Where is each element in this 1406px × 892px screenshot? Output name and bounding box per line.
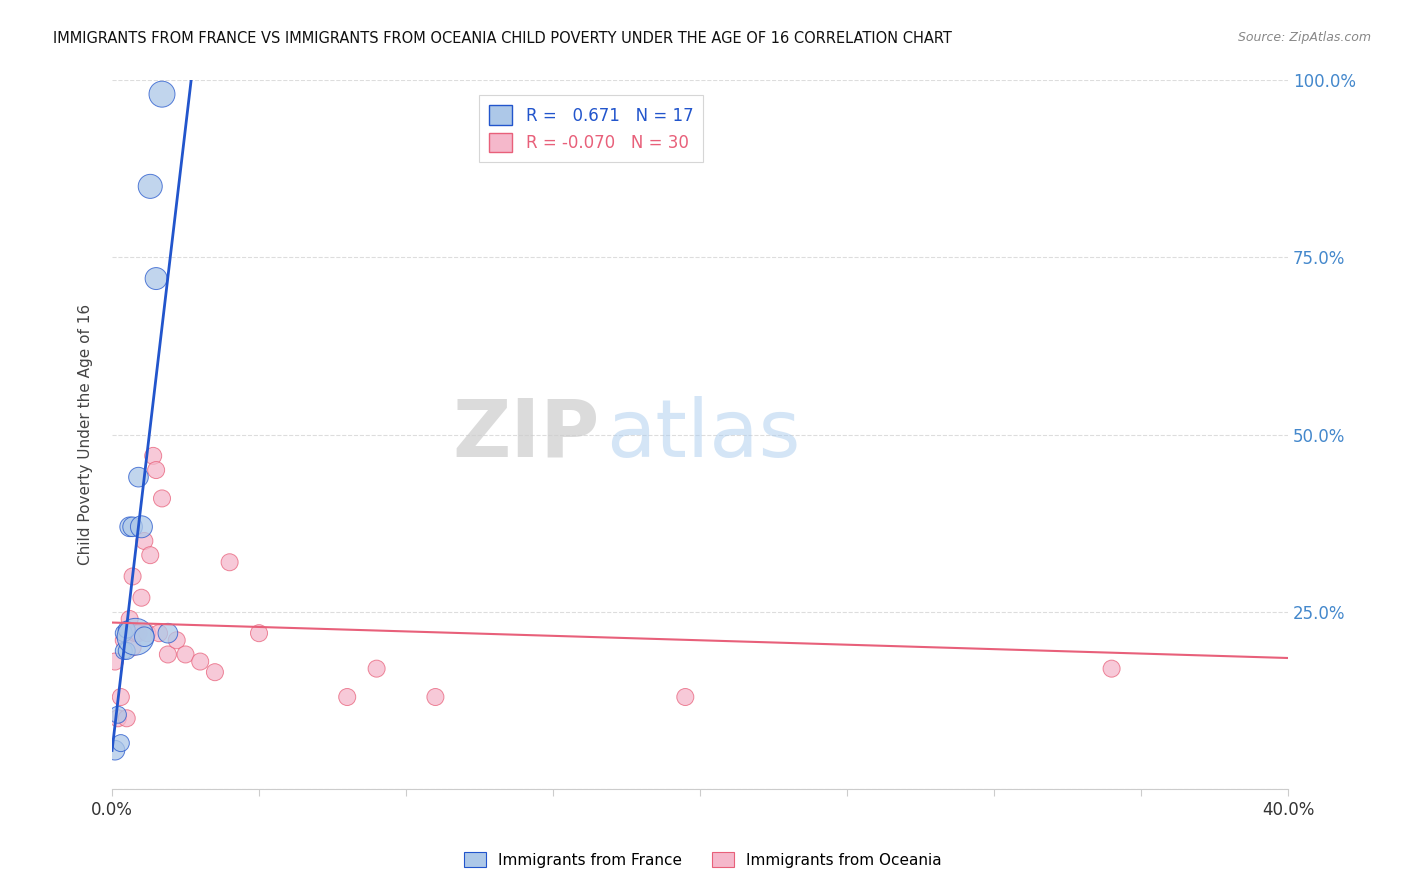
Point xyxy=(124,630,146,644)
Point xyxy=(156,648,179,662)
Point xyxy=(107,711,129,725)
Point xyxy=(204,665,226,680)
Point xyxy=(150,87,173,102)
Point xyxy=(115,711,138,725)
Point xyxy=(134,630,156,644)
Point xyxy=(145,463,167,477)
Point xyxy=(247,626,270,640)
Point xyxy=(118,520,141,534)
Point xyxy=(142,449,165,463)
Y-axis label: Child Poverty Under the Age of 16: Child Poverty Under the Age of 16 xyxy=(79,304,93,566)
Point xyxy=(336,690,359,704)
Point xyxy=(110,736,132,750)
Point xyxy=(139,179,162,194)
Point xyxy=(107,707,129,722)
Point xyxy=(121,569,143,583)
Point xyxy=(1101,662,1123,676)
Legend: R =   0.671   N = 17, R = -0.070   N = 30: R = 0.671 N = 17, R = -0.070 N = 30 xyxy=(479,95,703,162)
Point xyxy=(124,626,146,640)
Point xyxy=(118,612,141,626)
Point xyxy=(366,662,388,676)
Point xyxy=(145,271,167,285)
Text: IMMIGRANTS FROM FRANCE VS IMMIGRANTS FROM OCEANIA CHILD POVERTY UNDER THE AGE OF: IMMIGRANTS FROM FRANCE VS IMMIGRANTS FRO… xyxy=(53,31,952,46)
Point xyxy=(148,626,170,640)
Point xyxy=(104,655,127,669)
Point xyxy=(112,633,135,648)
Point xyxy=(121,640,143,655)
Point xyxy=(112,644,135,658)
Point xyxy=(115,623,138,637)
Text: atlas: atlas xyxy=(606,395,800,474)
Point xyxy=(110,690,132,704)
Text: ZIP: ZIP xyxy=(453,395,600,474)
Point xyxy=(425,690,447,704)
Point xyxy=(131,591,153,605)
Point xyxy=(134,533,156,548)
Text: Source: ZipAtlas.com: Source: ZipAtlas.com xyxy=(1237,31,1371,45)
Point xyxy=(104,743,127,757)
Point xyxy=(127,470,149,484)
Point xyxy=(112,626,135,640)
Point xyxy=(139,548,162,562)
Point xyxy=(166,633,188,648)
Point xyxy=(188,655,211,669)
Point xyxy=(150,491,173,506)
Point xyxy=(156,626,179,640)
Point xyxy=(174,648,197,662)
Point xyxy=(115,644,138,658)
Legend: Immigrants from France, Immigrants from Oceania: Immigrants from France, Immigrants from … xyxy=(458,846,948,873)
Point xyxy=(673,690,696,704)
Point xyxy=(136,626,159,640)
Point xyxy=(127,626,149,640)
Point xyxy=(131,520,153,534)
Point xyxy=(218,555,240,569)
Point xyxy=(121,520,143,534)
